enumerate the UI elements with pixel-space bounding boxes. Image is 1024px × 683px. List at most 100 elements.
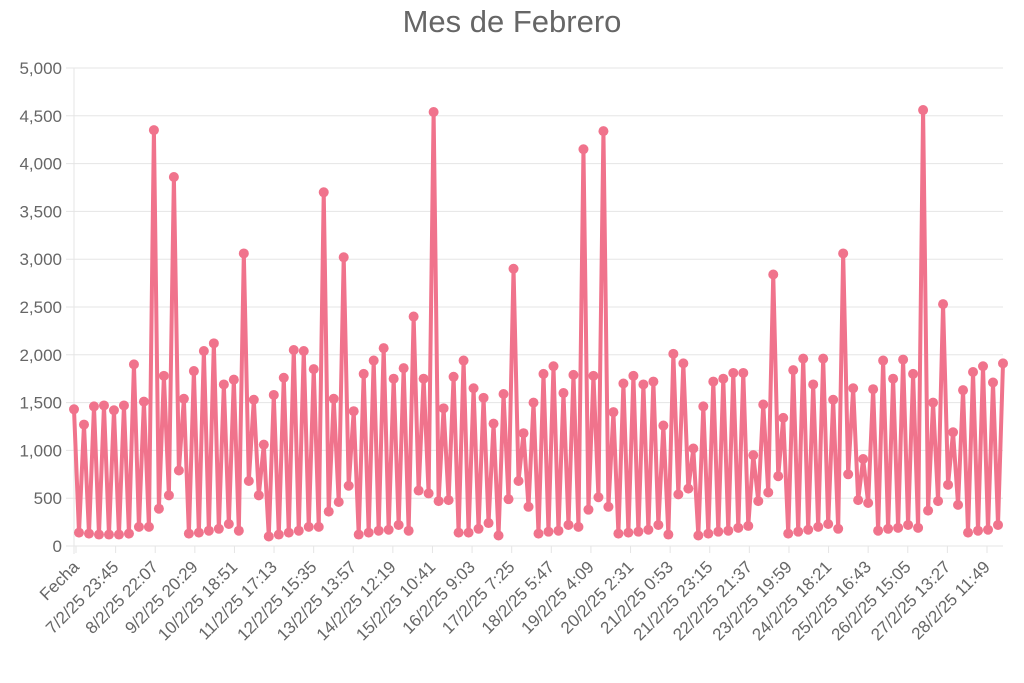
data-point[interactable] <box>633 526 644 537</box>
data-point[interactable] <box>293 525 304 536</box>
data-point[interactable] <box>798 353 809 364</box>
data-point[interactable] <box>693 530 704 541</box>
data-point[interactable] <box>83 528 94 539</box>
data-point[interactable] <box>498 389 509 399</box>
data-point[interactable] <box>733 522 744 533</box>
data-point[interactable] <box>743 520 754 531</box>
data-point[interactable] <box>553 525 564 536</box>
data-point[interactable] <box>248 394 259 405</box>
data-point[interactable] <box>573 521 584 532</box>
data-point[interactable] <box>73 527 84 538</box>
data-point[interactable] <box>413 485 424 496</box>
data-point[interactable] <box>728 367 739 378</box>
data-point[interactable] <box>878 355 889 366</box>
data-point[interactable] <box>698 401 709 412</box>
data-point[interactable] <box>488 418 499 429</box>
data-point[interactable] <box>138 396 149 407</box>
data-point[interactable] <box>943 479 954 490</box>
data-point[interactable] <box>858 454 869 464</box>
data-point[interactable] <box>653 519 664 530</box>
data-point[interactable] <box>468 383 479 394</box>
data-point[interactable] <box>688 443 699 454</box>
data-point[interactable] <box>988 377 999 388</box>
data-point[interactable] <box>143 521 154 532</box>
data-point[interactable] <box>978 361 989 372</box>
data-point[interactable] <box>108 405 119 416</box>
data-point[interactable] <box>298 345 309 356</box>
data-point[interactable] <box>173 465 184 476</box>
data-point[interactable] <box>88 401 99 412</box>
data-point[interactable] <box>923 505 934 516</box>
data-point[interactable] <box>493 530 504 541</box>
data-point[interactable] <box>913 522 924 533</box>
data-point[interactable] <box>713 526 724 537</box>
data-point[interactable] <box>948 427 959 438</box>
data-point[interactable] <box>643 524 654 535</box>
data-point[interactable] <box>308 364 319 375</box>
data-point[interactable] <box>558 388 569 399</box>
data-point[interactable] <box>158 370 169 381</box>
data-point[interactable] <box>933 496 944 507</box>
data-point[interactable] <box>738 367 749 378</box>
data-point[interactable] <box>218 379 229 390</box>
data-point[interactable] <box>483 518 494 529</box>
data-point[interactable] <box>128 359 139 370</box>
data-point[interactable] <box>98 400 109 411</box>
data-point[interactable] <box>578 144 589 155</box>
data-point[interactable] <box>233 525 244 536</box>
data-point[interactable] <box>188 366 199 377</box>
data-point[interactable] <box>873 525 884 536</box>
data-point[interactable] <box>668 348 679 359</box>
data-point[interactable] <box>408 311 419 322</box>
data-point[interactable] <box>328 393 339 404</box>
data-point[interactable] <box>888 373 899 384</box>
data-point[interactable] <box>203 525 214 536</box>
data-point[interactable] <box>283 527 294 538</box>
data-point[interactable] <box>113 529 124 540</box>
data-point[interactable] <box>388 373 399 384</box>
data-point[interactable] <box>69 404 79 415</box>
data-point[interactable] <box>508 263 519 274</box>
data-point[interactable] <box>563 519 574 530</box>
data-point[interactable] <box>463 527 474 538</box>
data-point[interactable] <box>153 503 164 514</box>
data-point[interactable] <box>568 369 579 380</box>
data-point[interactable] <box>513 475 524 486</box>
data-point[interactable] <box>208 338 219 349</box>
data-point[interactable] <box>223 519 234 530</box>
data-point[interactable] <box>778 412 789 423</box>
data-point[interactable] <box>378 343 389 354</box>
data-point[interactable] <box>183 528 194 539</box>
data-point[interactable] <box>503 494 514 505</box>
data-point[interactable] <box>718 373 729 384</box>
data-point[interactable] <box>803 524 814 535</box>
data-point[interactable] <box>773 471 784 482</box>
data-point[interactable] <box>103 529 114 540</box>
data-point[interactable] <box>748 450 759 461</box>
data-point[interactable] <box>263 531 274 542</box>
data-point[interactable] <box>148 125 159 136</box>
data-point[interactable] <box>583 504 594 515</box>
data-point[interactable] <box>163 490 174 501</box>
data-point[interactable] <box>938 299 949 310</box>
data-point[interactable] <box>618 378 629 389</box>
data-point[interactable] <box>983 524 994 535</box>
data-point[interactable] <box>758 399 769 410</box>
data-point[interactable] <box>783 528 794 539</box>
data-point[interactable] <box>333 497 344 508</box>
data-point[interactable] <box>603 501 614 512</box>
data-point[interactable] <box>863 497 874 508</box>
data-point[interactable] <box>363 527 374 538</box>
data-point[interactable] <box>638 379 649 390</box>
data-point[interactable] <box>373 525 384 536</box>
data-point[interactable] <box>838 248 849 259</box>
data-point[interactable] <box>708 376 719 387</box>
data-point[interactable] <box>403 525 414 536</box>
data-point[interactable] <box>313 521 324 532</box>
data-point[interactable] <box>438 403 449 414</box>
data-point[interactable] <box>213 523 224 534</box>
data-point[interactable] <box>673 489 684 500</box>
data-point[interactable] <box>763 487 774 498</box>
data-point[interactable] <box>278 372 289 383</box>
data-point[interactable] <box>243 475 254 486</box>
